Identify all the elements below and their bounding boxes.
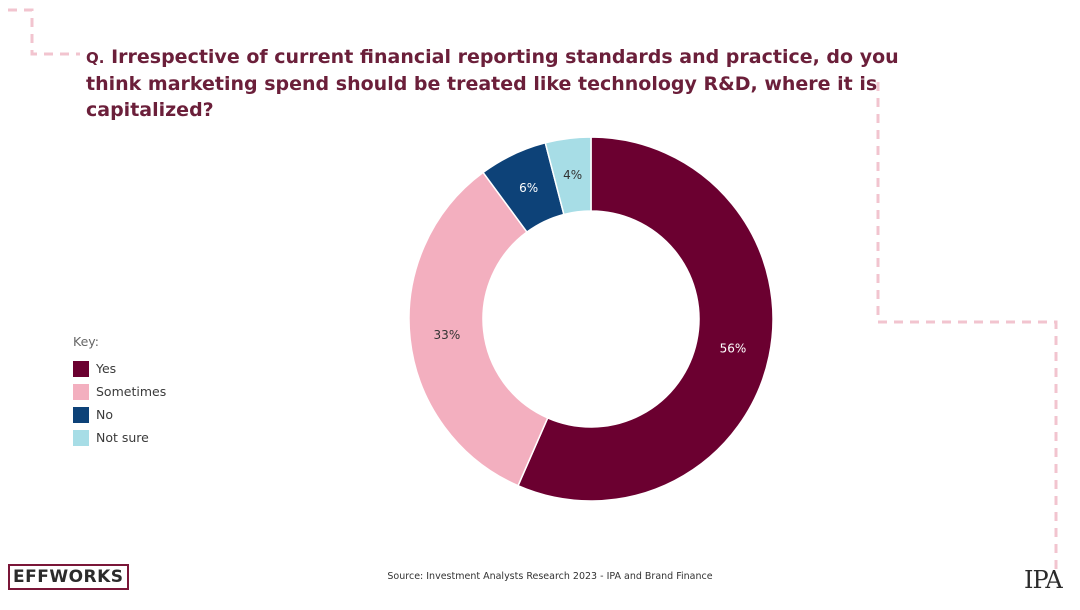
legend-swatch xyxy=(73,383,89,400)
legend-label: Sometimes xyxy=(96,384,167,399)
legend-item-yes: Yes xyxy=(73,357,166,380)
question-body: Irrespective of current financial report… xyxy=(86,46,899,121)
legend-item-no: No xyxy=(73,403,166,426)
legend-title: Key: xyxy=(73,334,99,349)
data-label-yes: 56% xyxy=(720,342,747,356)
donut-slice-yes xyxy=(517,136,774,502)
legend-swatch xyxy=(73,360,89,377)
legend-label: No xyxy=(96,407,113,422)
legend-items: Yes Sometimes No Not sure xyxy=(73,357,166,449)
source-note: Source: Investment Analysts Research 202… xyxy=(387,571,713,582)
legend-label: Not sure xyxy=(96,430,149,445)
question-text: Q. Irrespective of current financial rep… xyxy=(86,44,906,123)
ipa-logo: IPA xyxy=(1024,566,1063,594)
donut-slice-not-sure xyxy=(544,136,592,216)
legend-item-not-sure: Not sure xyxy=(73,426,166,449)
question-prefix: Q. xyxy=(86,49,105,67)
legend-label: Yes xyxy=(96,361,117,376)
data-label-no: 6% xyxy=(519,181,538,195)
donut-slice-sometimes xyxy=(408,171,549,487)
data-label-not-sure: 4% xyxy=(563,168,582,182)
legend-item-sometimes: Sometimes xyxy=(73,380,166,403)
legend-swatch xyxy=(73,406,89,423)
legend-swatch xyxy=(73,429,89,446)
data-label-sometimes: 33% xyxy=(434,328,461,342)
legend: Key: Yes Sometimes No Not sure xyxy=(73,334,166,449)
effworks-logo: EFFWORKS xyxy=(8,564,129,590)
